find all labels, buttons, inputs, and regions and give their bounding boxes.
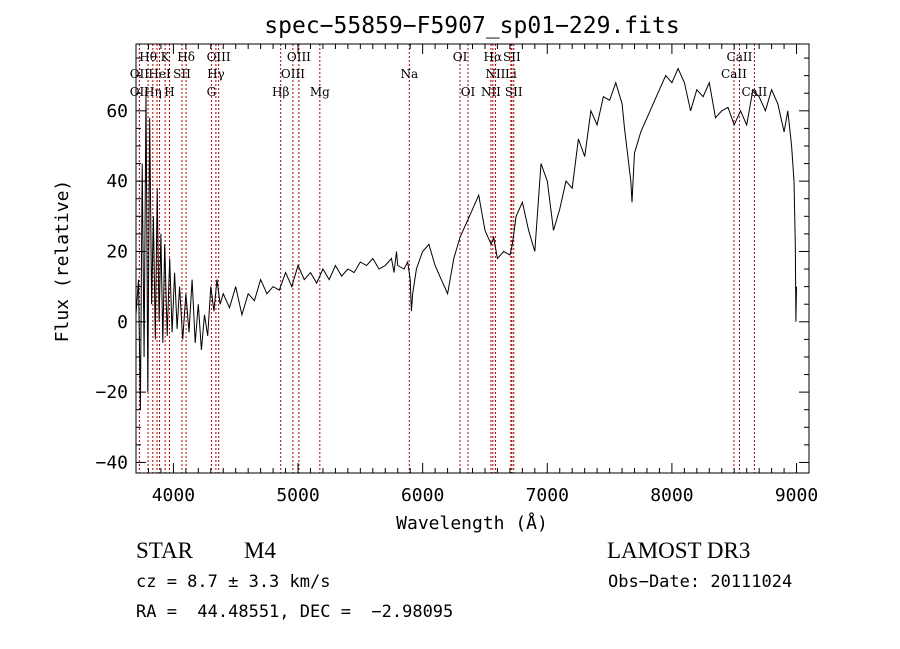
line-label: OIII xyxy=(281,67,305,81)
axis-ticks: 4000 5000 6000 7000 8000 9000 −40 −20 0 20 40 60 xyxy=(95,44,818,506)
survey-name: LAMOST DR3 xyxy=(607,538,751,563)
line-label: OI xyxy=(461,85,476,99)
line-label: Hβ xyxy=(272,85,289,99)
object-class: STAR xyxy=(136,538,193,563)
x-tick-label: 4000 xyxy=(152,485,195,506)
line-label: Mg xyxy=(310,85,330,99)
line-label: NII xyxy=(481,85,501,99)
x-tick-label: 7000 xyxy=(526,485,569,506)
line-label: H xyxy=(164,85,174,99)
line-label: G xyxy=(207,85,217,99)
line-label: OII xyxy=(130,67,150,81)
spectral-line-markers xyxy=(138,44,755,473)
line-label: K xyxy=(161,50,171,64)
line-label: OII xyxy=(130,85,150,99)
line-label: OIII xyxy=(287,50,311,64)
y-tick-label: 0 xyxy=(117,312,128,333)
y-tick-label: 20 xyxy=(106,241,128,262)
line-label: Li xyxy=(505,67,517,81)
line-label: SII xyxy=(505,85,523,99)
line-label: Na xyxy=(400,67,418,81)
line-label: Hγ xyxy=(207,67,225,81)
y-tick-label: 40 xyxy=(106,171,128,192)
x-axis-label: Wavelength (Å) xyxy=(396,512,548,534)
chart-title: spec−55859−F5907_sp01−229.fits xyxy=(264,13,679,39)
line-label: SII xyxy=(503,50,521,64)
redshift-value: cz = 8.7 ± 3.3 km/s xyxy=(136,572,331,592)
y-tick-label: 60 xyxy=(106,101,128,122)
x-tick-label: 8000 xyxy=(650,485,693,506)
y-tick-label: −40 xyxy=(95,452,128,473)
x-tick-label: 6000 xyxy=(401,485,444,506)
line-label: CaII xyxy=(727,50,753,64)
line-label: Hη xyxy=(144,85,162,99)
line-label: HeI xyxy=(148,67,171,81)
spectrum-line xyxy=(135,67,797,410)
line-label: Hα xyxy=(484,50,503,64)
x-tick-label: 9000 xyxy=(775,485,818,506)
y-axis-label: Flux (relative) xyxy=(52,180,73,343)
plot-frame xyxy=(135,43,810,474)
line-label: SII xyxy=(173,67,191,81)
coordinates: RA = 44.48551, DEC = −2.98095 xyxy=(136,602,454,622)
object-subclass: M4 xyxy=(244,538,276,563)
line-label: CaII xyxy=(721,67,747,81)
y-tick-label: −20 xyxy=(95,382,128,403)
line-label: OI xyxy=(453,50,468,64)
line-label: Hθ xyxy=(139,50,157,64)
line-label: OIII xyxy=(207,50,231,64)
line-label: NII xyxy=(485,67,505,81)
observation-date: Obs−Date: 20111024 xyxy=(608,572,793,592)
line-label: Hδ xyxy=(177,50,195,64)
x-tick-label: 5000 xyxy=(276,485,319,506)
line-label: CaII xyxy=(741,85,767,99)
